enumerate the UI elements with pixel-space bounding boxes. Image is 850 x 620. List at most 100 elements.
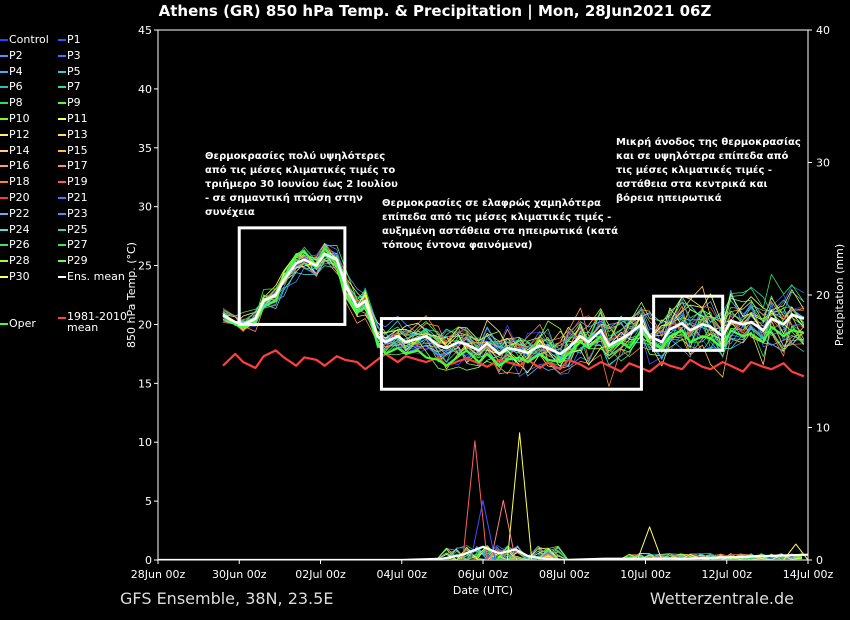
legend-item: P25 xyxy=(58,223,88,237)
annotation-line: - σε σημαντική πτώση στην xyxy=(205,193,363,204)
legend-label: P14 xyxy=(9,143,30,157)
x-tick-label: 10Jul 00z xyxy=(620,568,671,581)
legend-label: P23 xyxy=(67,206,88,220)
legend-swatch xyxy=(0,260,8,263)
legend-item: P21 xyxy=(58,191,88,205)
legend-swatch xyxy=(0,39,8,41)
y-right-tick-label: 30 xyxy=(816,157,830,170)
legend-swatch xyxy=(0,149,8,152)
y-right-tick-label: 20 xyxy=(816,289,830,302)
precip-ens-mean-line xyxy=(158,545,808,560)
y-right-tick-label: 40 xyxy=(816,24,830,37)
legend-item: P4 xyxy=(0,65,23,79)
legend-swatch xyxy=(58,102,66,105)
legend-label: P21 xyxy=(67,191,88,204)
legend-item: P2 xyxy=(0,49,23,63)
legend-swatch xyxy=(0,86,8,89)
legend-item: P19 xyxy=(58,175,88,189)
legend-item: P15 xyxy=(58,144,88,158)
annotation-line: τριήμερο 30 Ιουνίου έως 2 Ιουλίου xyxy=(205,179,398,190)
legend-item: P17 xyxy=(58,159,88,173)
highlight-box xyxy=(379,317,643,391)
y-right-axis-label: Precipitation (mm) xyxy=(833,244,846,346)
annotation-line: τις μέσες κλιματικές τιμές - xyxy=(616,165,773,176)
ensemble-member-line xyxy=(222,251,804,371)
model-info: GFS Ensemble, 38N, 23.5E xyxy=(120,589,334,608)
legend-swatch xyxy=(58,244,66,247)
ensemble-member-line xyxy=(222,258,804,360)
legend-label: P8 xyxy=(9,96,23,110)
legend-item: P3 xyxy=(58,49,81,63)
annotation-line: συνέχεια xyxy=(205,207,255,218)
legend-label: Ens. mean xyxy=(67,270,125,283)
annotation-line: από τις μέσες κλιματικές τιμές το xyxy=(205,165,396,176)
legend-label: P5 xyxy=(67,64,81,78)
legend-label: P3 xyxy=(67,48,81,62)
precip-peak-line xyxy=(490,499,516,560)
legend-item: Control xyxy=(0,33,49,47)
legend-label: P1 xyxy=(67,33,81,46)
highlight-box xyxy=(237,226,347,326)
y-left-tick-label: 15 xyxy=(138,377,152,390)
legend-label: P15 xyxy=(67,143,88,157)
y-left-tick-label: 20 xyxy=(138,318,152,331)
climate-mean-line xyxy=(222,349,805,378)
x-axis-label: Date (UTC) xyxy=(453,584,513,597)
precip-peak-line xyxy=(470,499,496,560)
legend-label: P22 xyxy=(9,206,30,220)
legend-item: P6 xyxy=(0,80,23,94)
legend-item: P7 xyxy=(58,80,81,94)
legend-item: P8 xyxy=(0,96,23,110)
legend-label: P29 xyxy=(67,254,88,268)
legend-item: 1981-2010 mean xyxy=(58,311,129,333)
legend-item: P9 xyxy=(58,96,81,110)
legend-item: P14 xyxy=(0,144,30,158)
x-tick-label: 14Jul 00z xyxy=(783,568,834,581)
legend-item: P16 xyxy=(0,159,30,173)
annotation-line: τόπους έντονα φαινόμενα) xyxy=(382,240,533,251)
legend-item: P11 xyxy=(58,112,88,126)
legend-item: P12 xyxy=(0,128,30,142)
legend-item: P30 xyxy=(0,270,30,284)
legend-swatch xyxy=(58,260,66,263)
legend-swatch xyxy=(0,212,8,215)
legend-swatch xyxy=(58,133,66,136)
x-tick-label: 04Jul 00z xyxy=(376,568,427,581)
legend-label: P16 xyxy=(9,159,30,173)
y-left-tick-label: 5 xyxy=(145,495,152,508)
source-credit: Wetterzentrale.de xyxy=(649,589,794,608)
legend-item: P26 xyxy=(0,238,30,252)
legend-item: P29 xyxy=(58,254,88,268)
legend-label: P26 xyxy=(9,238,30,252)
legend-item: Oper xyxy=(0,317,36,331)
y-right-tick-label: 10 xyxy=(816,422,830,435)
legend-label: P11 xyxy=(67,112,88,125)
legend-swatch xyxy=(58,54,66,57)
legend-swatch xyxy=(0,133,8,136)
y-left-tick-label: 30 xyxy=(138,201,152,214)
legend-swatch xyxy=(58,197,66,199)
x-tick-label: 02Jul 00z xyxy=(295,568,346,581)
annotation-line: Θερμοκρασίες σε ελαφρώς χαμηλότερα xyxy=(382,198,601,209)
y-left-tick-label: 45 xyxy=(138,24,152,37)
legend-swatch xyxy=(0,118,8,120)
y-left-tick-label: 35 xyxy=(138,142,152,155)
legend-label: P6 xyxy=(9,80,23,94)
annotation-line: βόρεια ηπειρωτικά xyxy=(616,193,722,204)
precip-peak-line xyxy=(636,526,663,560)
legend-label: P28 xyxy=(9,254,30,268)
y-left-tick-label: 40 xyxy=(138,83,152,96)
legend-label: P13 xyxy=(67,127,88,141)
legend-label: Control xyxy=(9,33,49,46)
annotation-line: αυξημένη αστάθεια στα ηπειρωτικά (κατά xyxy=(382,226,618,237)
legend-item: P18 xyxy=(0,175,30,189)
legend-swatch xyxy=(58,276,66,278)
precip-peak-line xyxy=(462,440,488,560)
legend-swatch xyxy=(0,197,8,199)
legend-swatch xyxy=(0,165,8,168)
legend-label: P9 xyxy=(67,96,81,110)
legend-swatch xyxy=(58,70,66,73)
annotation-line: Θερμοκρασίες πολύ υψηλότερες xyxy=(205,151,386,162)
highlight-box xyxy=(652,294,725,352)
